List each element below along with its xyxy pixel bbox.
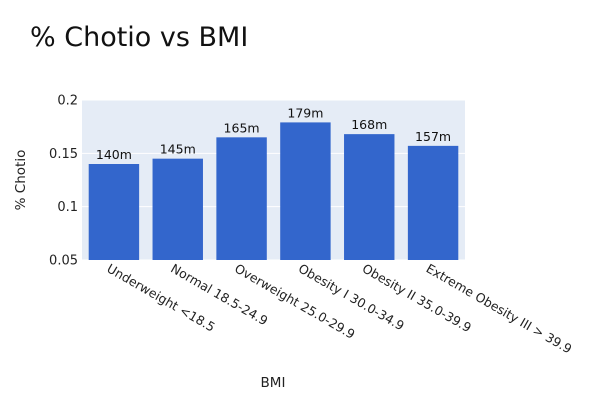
bar-value-label: 140m [96, 147, 132, 162]
bar-value-label: 165m [224, 120, 260, 135]
y-tick-label: 0.1 [57, 200, 78, 215]
y-tick-label: 0.05 [49, 254, 78, 269]
bar[interactable] [152, 158, 203, 260]
bar-value-label: 157m [415, 129, 451, 144]
x-axis-title: BMI [261, 375, 286, 391]
plot-area [82, 100, 465, 260]
y-axis-ticks: 0.05 0.1 0.15 0.2 [49, 94, 78, 269]
bar[interactable] [344, 134, 395, 260]
chart-title: % Chotio vs BMI [30, 22, 249, 53]
bar[interactable] [88, 164, 140, 260]
bar-value-label: 168m [351, 117, 387, 132]
bar-value-label: 179m [287, 105, 323, 120]
x-category-label: Overweight 25.0-29.9 [232, 261, 358, 342]
y-tick-label: 0.2 [57, 94, 78, 109]
y-axis-title: % Chotio [13, 150, 29, 211]
bar[interactable] [407, 145, 459, 260]
bar[interactable] [216, 137, 267, 260]
x-category-label: Underweight <18.5 [104, 261, 217, 335]
y-tick-label: 0.15 [49, 147, 78, 162]
x-category-label: Obesity II 35.0-39.9 [360, 261, 474, 336]
bars: 140m 145m 165m 179m 168m 157m [88, 105, 459, 261]
bar-value-label: 145m [160, 142, 196, 157]
x-category-label: Obesity I 30.0-34.9 [296, 261, 407, 334]
bar[interactable] [280, 122, 331, 261]
grid-lines [82, 99, 465, 261]
